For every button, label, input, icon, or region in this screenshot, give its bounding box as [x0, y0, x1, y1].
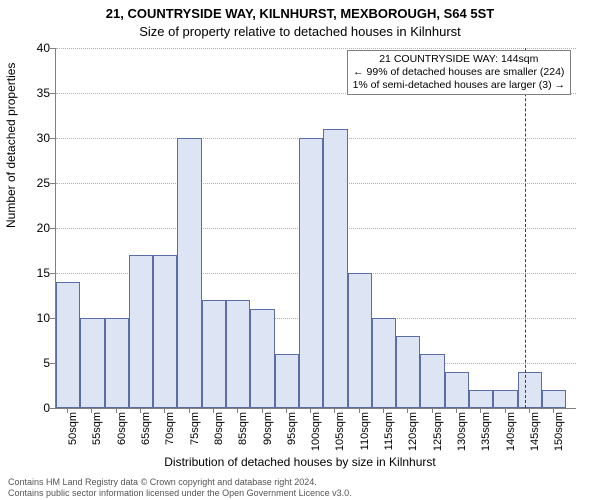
annotation-line1: 21 COUNTRYSIDE WAY: 144sqm: [353, 53, 565, 66]
x-tick-label: 100sqm: [310, 412, 322, 462]
x-tick-label: 85sqm: [237, 412, 249, 462]
x-tick-label: 75sqm: [189, 412, 201, 462]
histogram-bar: [420, 354, 444, 408]
histogram-bar: [469, 390, 493, 408]
x-tick-label: 65sqm: [140, 412, 152, 462]
footer-line1: Contains HM Land Registry data © Crown c…: [8, 477, 352, 487]
histogram-bar: [542, 390, 566, 408]
footer-attribution: Contains HM Land Registry data © Crown c…: [8, 477, 352, 498]
y-tick-label: 15: [10, 266, 50, 280]
x-tick-label: 95sqm: [286, 412, 298, 462]
y-tick-mark: [50, 408, 55, 409]
y-tick-mark: [50, 363, 55, 364]
x-tick-label: 80sqm: [213, 412, 225, 462]
x-tick-label: 70sqm: [164, 412, 176, 462]
x-tick-label: 120sqm: [407, 412, 419, 462]
y-tick-mark: [50, 138, 55, 139]
histogram-bar: [177, 138, 201, 408]
histogram-bar: [396, 336, 420, 408]
y-tick-label: 35: [10, 86, 50, 100]
x-tick-label: 110sqm: [359, 412, 371, 462]
histogram-bar: [299, 138, 323, 408]
histogram-bar: [445, 372, 469, 408]
histogram-bar: [275, 354, 299, 408]
chart-container: 21, COUNTRYSIDE WAY, KILNHURST, MEXBOROU…: [0, 0, 600, 500]
y-tick-mark: [50, 48, 55, 49]
y-tick-label: 30: [10, 131, 50, 145]
x-tick-label: 105sqm: [334, 412, 346, 462]
histogram-bar: [348, 273, 372, 408]
y-tick-mark: [50, 93, 55, 94]
chart-title: 21, COUNTRYSIDE WAY, KILNHURST, MEXBOROU…: [0, 6, 600, 21]
y-tick-mark: [50, 228, 55, 229]
x-tick-label: 50sqm: [67, 412, 79, 462]
y-tick-mark: [50, 273, 55, 274]
x-tick-label: 135sqm: [480, 412, 492, 462]
histogram-bar: [372, 318, 396, 408]
y-tick-label: 40: [10, 41, 50, 55]
x-tick-label: 90sqm: [262, 412, 274, 462]
annotation-line2: ← 99% of detached houses are smaller (22…: [353, 66, 565, 79]
y-tick-label: 25: [10, 176, 50, 190]
histogram-bar: [323, 129, 347, 408]
footer-line2: Contains public sector information licen…: [8, 488, 352, 498]
histogram-bar: [202, 300, 226, 408]
x-tick-label: 150sqm: [553, 412, 565, 462]
annotation-line3: 1% of semi-detached houses are larger (3…: [353, 79, 565, 92]
y-tick-mark: [50, 318, 55, 319]
histogram-bar: [56, 282, 80, 408]
histogram-bar: [80, 318, 104, 408]
histogram-bar: [105, 318, 129, 408]
y-tick-label: 5: [10, 356, 50, 370]
x-tick-label: 130sqm: [456, 412, 468, 462]
histogram-bar: [129, 255, 153, 408]
histogram-bar: [518, 372, 542, 408]
histogram-bar: [493, 390, 517, 408]
y-tick-label: 0: [10, 401, 50, 415]
y-tick-mark: [50, 183, 55, 184]
histogram-bar: [250, 309, 274, 408]
reference-line: [525, 48, 526, 408]
x-tick-label: 115sqm: [383, 412, 395, 462]
histogram-bar: [226, 300, 250, 408]
gridline: [56, 48, 576, 49]
annotation-box: 21 COUNTRYSIDE WAY: 144sqm ← 99% of deta…: [347, 50, 571, 95]
histogram-bar: [153, 255, 177, 408]
x-tick-label: 55sqm: [91, 412, 103, 462]
x-tick-label: 125sqm: [432, 412, 444, 462]
x-tick-label: 60sqm: [116, 412, 128, 462]
x-tick-label: 140sqm: [505, 412, 517, 462]
chart-subtitle: Size of property relative to detached ho…: [0, 24, 600, 39]
y-tick-label: 10: [10, 311, 50, 325]
plot-area: [55, 48, 576, 409]
x-tick-label: 145sqm: [529, 412, 541, 462]
y-tick-label: 20: [10, 221, 50, 235]
